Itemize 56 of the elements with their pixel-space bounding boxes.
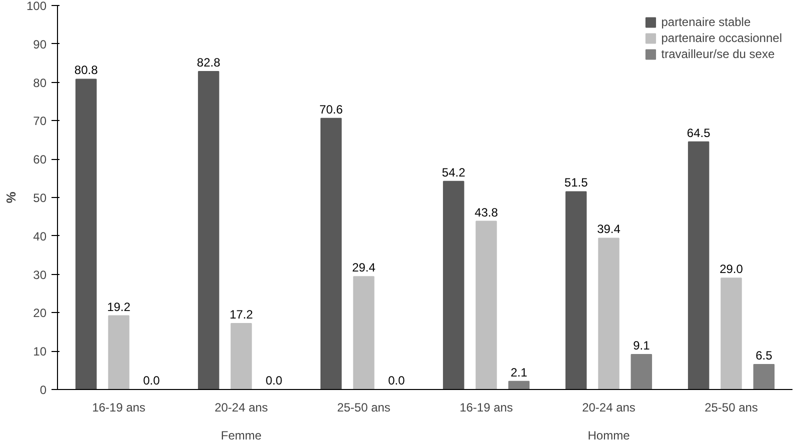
- x-tick-label: 20-24 ans: [214, 400, 268, 414]
- y-tick-label: 0: [40, 383, 47, 397]
- bar: [476, 220, 497, 390]
- y-tick-label: 20: [33, 306, 47, 320]
- y-tick-label: 70: [33, 114, 47, 128]
- data-label: 0.0: [143, 374, 160, 388]
- legend-label: partenaire stable: [661, 15, 751, 29]
- bar: [75, 78, 97, 390]
- y-axis-title: %: [3, 191, 18, 204]
- legend-label: partenaire occasionnel: [661, 31, 782, 45]
- data-label: 39.4: [597, 222, 621, 236]
- data-label: 43.8: [474, 205, 498, 220]
- bar: [565, 191, 587, 390]
- x-tick-label: 20-24 ans: [582, 400, 636, 414]
- bar: [353, 276, 374, 390]
- bar: [198, 71, 220, 390]
- y-tick-label: 10: [33, 344, 47, 359]
- bar: [508, 380, 530, 390]
- y-tick-label: 50: [33, 191, 47, 205]
- data-label: 64.5: [686, 126, 711, 140]
- y-tick-label: 40: [33, 229, 47, 244]
- data-label: 6.5: [756, 348, 773, 363]
- bar: [720, 278, 742, 390]
- data-label: 0.0: [266, 374, 283, 388]
- data-label: 54.2: [442, 165, 466, 180]
- text: Femme: [220, 428, 262, 442]
- data-label: 29.4: [352, 260, 376, 275]
- bar: [320, 118, 342, 390]
- y-tick-label: 30: [33, 268, 47, 282]
- data-label: 17.2: [230, 307, 254, 322]
- data-label: 0.0: [388, 374, 406, 388]
- x-tick-label: 25-50 ans: [704, 400, 758, 414]
- data-label: 82.8: [196, 56, 221, 70]
- bar: [688, 141, 710, 390]
- bar: [108, 315, 130, 390]
- text: Homme: [588, 428, 630, 442]
- y-tick-label: 90: [33, 37, 47, 52]
- data-label: 80.8: [74, 63, 98, 78]
- x-tick-label: 16-19 ans: [92, 400, 146, 414]
- data-label: 19.2: [107, 300, 131, 314]
- bar: [598, 238, 620, 390]
- y-tick-label: 100: [26, 0, 47, 13]
- y-tick-label: 80: [33, 76, 47, 90]
- legend-label: travailleur/se du sexe: [661, 47, 775, 61]
- bar: [630, 354, 652, 390]
- x-tick-label: 16-19 ans: [460, 400, 513, 414]
- data-label: 29.0: [720, 262, 744, 276]
- bar: [442, 180, 464, 390]
- data-label: 70.6: [319, 102, 344, 116]
- bar: [230, 322, 252, 390]
- y-tick-label: 60: [33, 152, 47, 167]
- x-tick-label: 25-50 ans: [337, 400, 390, 414]
- data-label: 2.1: [510, 365, 528, 380]
- bar: [753, 364, 775, 390]
- data-label: 9.1: [633, 338, 650, 353]
- data-label: 51.5: [564, 176, 588, 190]
